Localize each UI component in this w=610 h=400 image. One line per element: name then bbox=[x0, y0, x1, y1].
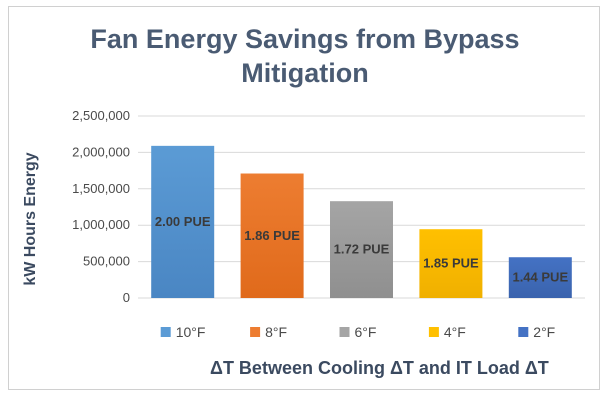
y-tick-label: 1,000,000 bbox=[72, 217, 130, 232]
bar-2 bbox=[240, 173, 304, 298]
y-tick-label: 0 bbox=[123, 290, 130, 305]
y-tick-label: 2,500,000 bbox=[72, 108, 130, 123]
chart-frame bbox=[8, 6, 600, 390]
legend-swatch bbox=[518, 327, 529, 337]
bar-data-label: 1.86 PUE bbox=[244, 228, 300, 243]
bar-data-label: 2.00 PUE bbox=[155, 214, 211, 229]
legend-swatch bbox=[160, 327, 171, 337]
chart-title-line2: Mitigation bbox=[241, 58, 369, 88]
bar-4 bbox=[419, 229, 483, 298]
legend-label: 4°F bbox=[444, 324, 466, 340]
legend-swatch bbox=[250, 327, 261, 337]
bar-5 bbox=[508, 257, 572, 298]
y-tick-label: 500,000 bbox=[83, 254, 130, 269]
y-tick-label: 1,500,000 bbox=[72, 181, 130, 196]
chart-title-line1: Fan Energy Savings from Bypass bbox=[90, 24, 520, 54]
legend-label: 2°F bbox=[533, 324, 555, 340]
y-tick-label: 2,000,000 bbox=[72, 144, 130, 159]
bar-data-label: 1.85 PUE bbox=[423, 256, 479, 271]
legend-label: 8°F bbox=[265, 324, 287, 340]
y-axis-label: kW Hours Energy bbox=[22, 152, 39, 286]
legend-swatch bbox=[339, 327, 350, 337]
legend-swatch bbox=[428, 327, 439, 337]
bar-data-label: 1.44 PUE bbox=[512, 270, 568, 285]
legend-label: 6°F bbox=[355, 324, 377, 340]
bar-data-label: 1.72 PUE bbox=[334, 242, 390, 257]
bar-1 bbox=[151, 145, 215, 298]
legend-label: 10°F bbox=[176, 324, 206, 340]
bar-3 bbox=[330, 201, 393, 298]
x-axis-label: ΔT Between Cooling ΔT and IT Load ΔT bbox=[210, 358, 549, 378]
chart-title: Fan Energy Savings from Bypass Mitigatio… bbox=[0, 22, 610, 90]
